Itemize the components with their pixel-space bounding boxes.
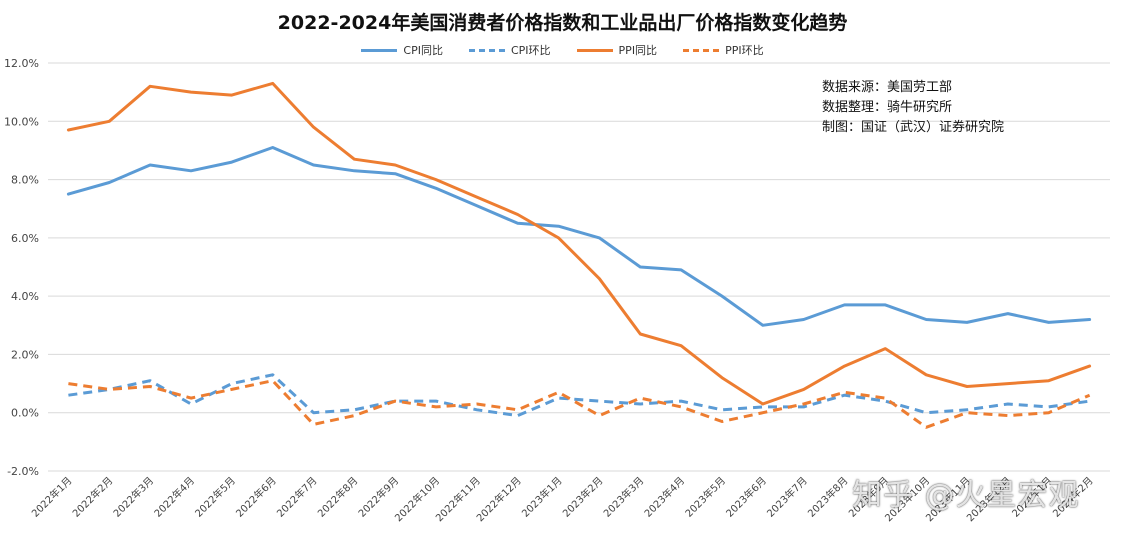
- x-tick-label: 2022年2月: [70, 474, 116, 520]
- x-tick-label: 2022年9月: [355, 474, 401, 520]
- series-ppi-yoy-line: [66, 81, 1092, 406]
- series-ppi-mom-line: [68, 379, 1091, 429]
- x-tick-label: 2022年4月: [151, 474, 197, 520]
- y-tick-label: 8.0%: [11, 174, 39, 187]
- legend-swatch-ppi-yoy: [576, 48, 613, 52]
- chart-title: 2022-2024年美国消费者价格指数和工业品出厂价格指数变化趋势: [277, 12, 848, 34]
- x-tick-label: 2023年8月: [805, 474, 851, 520]
- legend-swatch-cpi-yoy: [361, 48, 398, 52]
- source-line-data-source: 数据来源：美国劳工部: [822, 80, 953, 95]
- x-tick-label: 2022年5月: [192, 474, 238, 520]
- legend-label-cpi-mom: CPI环比: [510, 44, 551, 57]
- series-cpi-yoy-line: [66, 146, 1092, 327]
- x-tick-label: 2022年8月: [315, 474, 361, 520]
- x-tick-label: 2023年3月: [601, 474, 647, 520]
- series-cpi-mom-line: [68, 373, 1090, 418]
- x-tick-label: 2023年6月: [723, 474, 769, 520]
- x-tick-label: 2023年5月: [682, 474, 728, 520]
- legend-item-ppi-yoy: PPI同比: [576, 42, 658, 58]
- legend-label-ppi-yoy: PPI同比: [618, 44, 658, 57]
- x-tick-label: 2023年7月: [764, 474, 810, 520]
- legend-label-ppi-mom: PPI环比: [725, 44, 764, 57]
- x-tick-label: 2023年2月: [560, 474, 606, 520]
- source-line-data-compiler: 数据整理：骑牛研究所: [822, 100, 953, 115]
- legend-item-cpi-yoy: CPI同比: [361, 42, 443, 58]
- legend-swatch-ppi-mom: [683, 48, 720, 52]
- y-tick-label: 0.0%: [11, 407, 39, 420]
- y-tick-label: 2.0%: [11, 348, 39, 361]
- chart-legend: CPI同比 CPI环比 PPI同比 PPI环比: [0, 42, 1125, 58]
- legend-item-cpi-mom: CPI环比: [468, 42, 551, 58]
- y-tick-label: 4.0%: [11, 290, 39, 303]
- watermark: 知乎 @火星宏观: [852, 478, 1080, 513]
- x-tick-label: 2022年7月: [274, 474, 320, 520]
- x-tick-label: 2023年4月: [641, 474, 687, 520]
- source-line-chart-maker: 制图：国证（武汉）证券研究院: [822, 120, 1005, 135]
- y-tick-label: 12.0%: [4, 57, 39, 70]
- x-tick-label: 2022年3月: [110, 474, 156, 520]
- legend-label-cpi-yoy: CPI同比: [403, 44, 443, 57]
- y-tick-label: 6.0%: [11, 232, 39, 245]
- legend-swatch-cpi-mom: [468, 48, 505, 52]
- legend-item-ppi-mom: PPI环比: [683, 42, 764, 58]
- x-tick-label: 2022年6月: [233, 474, 279, 520]
- x-tick-label: 2023年1月: [519, 474, 565, 520]
- source-annotation: 数据来源：美国劳工部 数据整理：骑牛研究所 制图：国证（武汉）证券研究院: [822, 78, 1004, 138]
- y-tick-label: 10.0%: [4, 115, 39, 128]
- x-tick-label: 2022年1月: [29, 474, 75, 520]
- y-tick-label: -2.0%: [7, 465, 39, 478]
